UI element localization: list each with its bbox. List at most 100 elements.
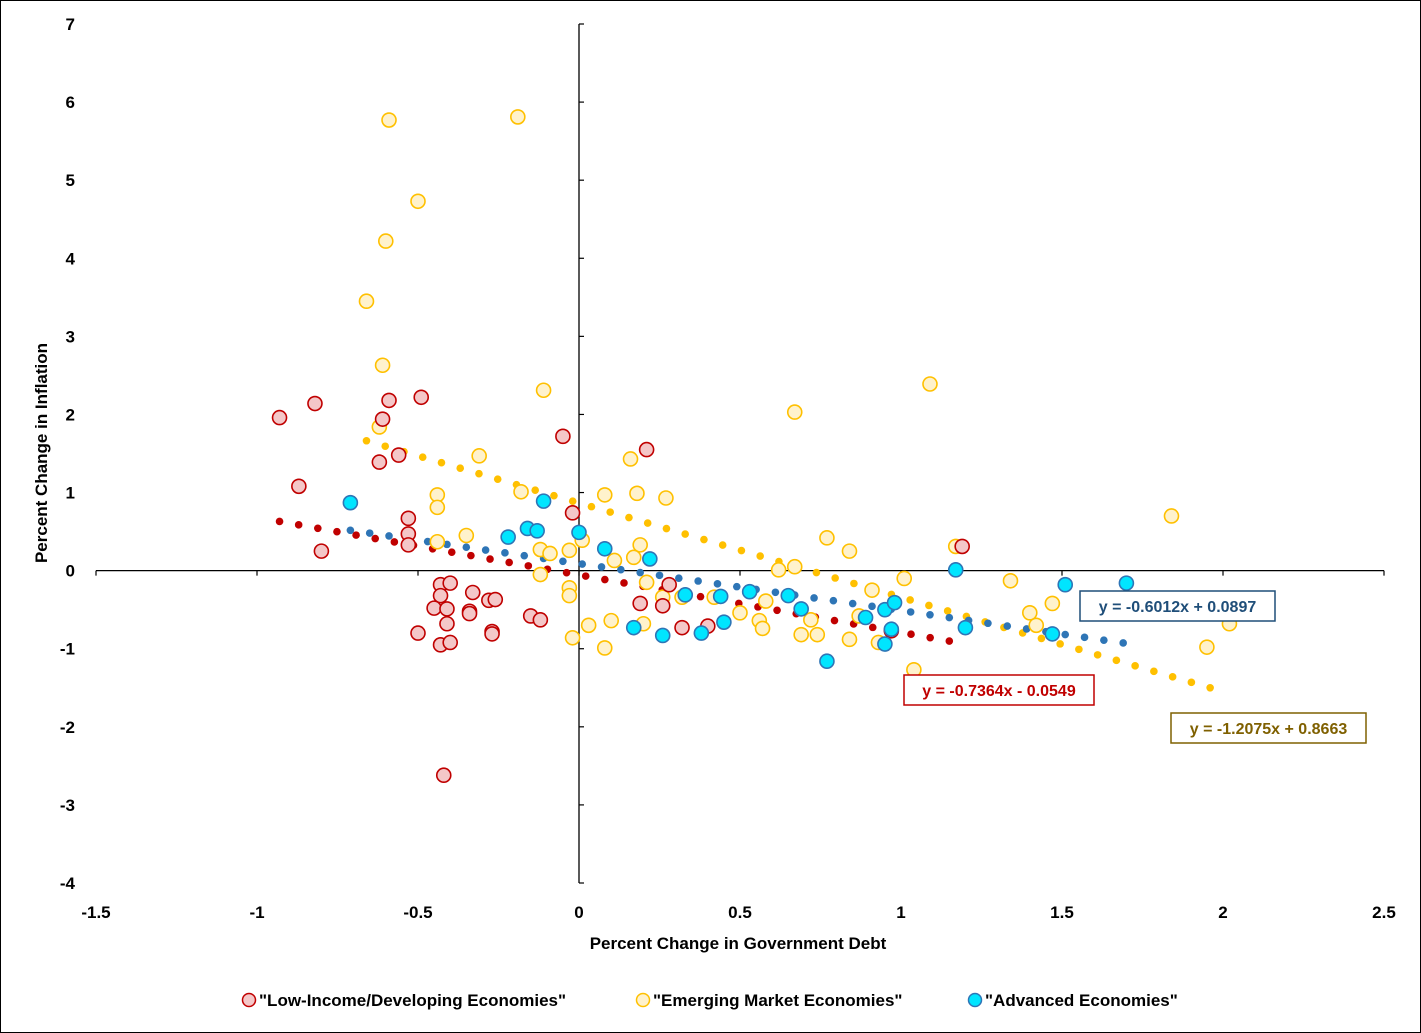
equation-low-income-box [903,674,1095,706]
y-tick-label: 3 [66,327,75,346]
trendline-dot-advanced [694,577,702,585]
equation-advanced: y = -0.6012x + 0.0897 [1099,599,1257,616]
trendline-dot-emerging [437,458,446,467]
trendlines [275,436,1214,692]
trendline-dot-low-income [467,551,475,560]
trendline-dot-advanced [848,599,857,608]
trendline-dot-advanced [732,582,741,591]
advanced-point [947,562,964,578]
advanced-point [741,583,758,600]
low-income-point [400,510,417,527]
trendline-dot-advanced [578,560,587,568]
emerging-point [458,527,475,544]
trendline-dot-low-income [926,633,934,642]
low-income-point [487,591,504,608]
x-tick-label: 2 [1218,903,1227,922]
trendline-dot-emerging [718,541,727,549]
y-tick-label: 6 [66,93,75,112]
low-income-point [439,601,455,617]
y-tick-label: 4 [66,249,76,268]
trendline-dot-advanced [597,563,606,571]
trendline-dot-advanced [984,619,992,628]
trendline-dot-advanced [481,546,490,554]
advanced-point [677,587,694,603]
advanced-point [693,625,710,641]
trendline-dot-low-income [371,534,380,543]
emerging-point [786,558,803,575]
trendline-dot-advanced [1119,639,1127,647]
advanced-point [857,609,874,626]
data-points [271,109,1238,784]
trendline-dot-emerging [1187,678,1196,687]
y-tick-label: 1 [66,484,75,503]
emerging-point [603,612,620,629]
low-income-point [555,428,571,445]
trendline-dot-emerging [418,453,427,462]
low-income-point [371,454,388,470]
legend-marker-low-income [241,992,257,1008]
advanced-point [712,588,729,605]
emerging-point [532,566,549,583]
trendline-dot-low-income [352,531,360,539]
trendline-dot-advanced [1100,636,1108,644]
emerging-point [841,543,858,559]
trendline-dot-low-income [868,623,877,632]
legend-label-emerging: "Emerging Market Economies" [653,991,902,1010]
low-income-point [532,612,549,628]
x-tick-label: 1 [896,903,905,922]
low-income-point [435,767,452,784]
trendline-dot-advanced [945,613,954,622]
trendline-dot-low-income [907,630,915,639]
trendline-dot-emerging [737,546,746,555]
low-income-point [410,625,426,641]
x-tick-label: 0 [574,903,583,922]
trendline-dot-emerging [606,508,614,516]
trendline-dot-emerging [700,535,708,544]
x-tick-label: 0.5 [728,903,752,922]
low-income-point [564,505,581,521]
trendline-dot-low-income [294,521,303,529]
trendline-dot-emerging [1112,656,1121,665]
advanced-point [625,619,642,636]
low-income-point [661,576,677,593]
low-income-point [313,543,330,559]
trendline-dot-emerging [550,491,558,500]
low-income-point [271,409,288,426]
legend: "Low-Income/Developing Economies" "Emerg… [241,991,1178,1010]
low-income-point [426,600,442,616]
trendline-dot-advanced [810,594,818,602]
advanced-point [1057,576,1074,593]
equation-emerging: y = -1.2075x + 0.8663 [1190,721,1348,738]
trendline-dot-advanced [675,574,683,582]
advanced-point [654,627,671,644]
trendline-dot-emerging [681,530,689,538]
emerging-point [471,448,487,464]
trendline-dot-advanced [385,532,393,540]
trendline-dot-advanced [1061,630,1070,639]
trendline-dot-emerging [850,579,858,588]
x-tick-label: 1.5 [1050,903,1074,922]
trendline-dot-low-income [601,575,609,584]
emerging-point [1022,605,1038,621]
emerging-point [819,530,835,546]
emerging-point [622,451,639,467]
emerging-point [542,545,558,562]
trendline-dot-low-income [314,524,322,533]
advanced-point [793,601,809,617]
x-tick-label: -0.5 [403,903,432,922]
legend-item-advanced: "Advanced Economies" [967,991,1178,1010]
emerging-point [561,542,578,559]
advanced-point [1118,575,1135,591]
y-tick-label: -2 [60,718,75,737]
trendline-dot-low-income [333,527,341,536]
legend-label-advanced: "Advanced Economies" [985,991,1178,1010]
trendline-dot-advanced [868,602,876,611]
emerging-point [786,404,803,420]
trendline-dot-emerging [756,552,764,560]
trendline-dot-advanced [926,611,934,619]
low-income-point [484,626,500,642]
low-income-point [442,575,459,591]
trendline-dot-emerging [812,568,821,577]
y-tick-label: 2 [66,405,75,424]
